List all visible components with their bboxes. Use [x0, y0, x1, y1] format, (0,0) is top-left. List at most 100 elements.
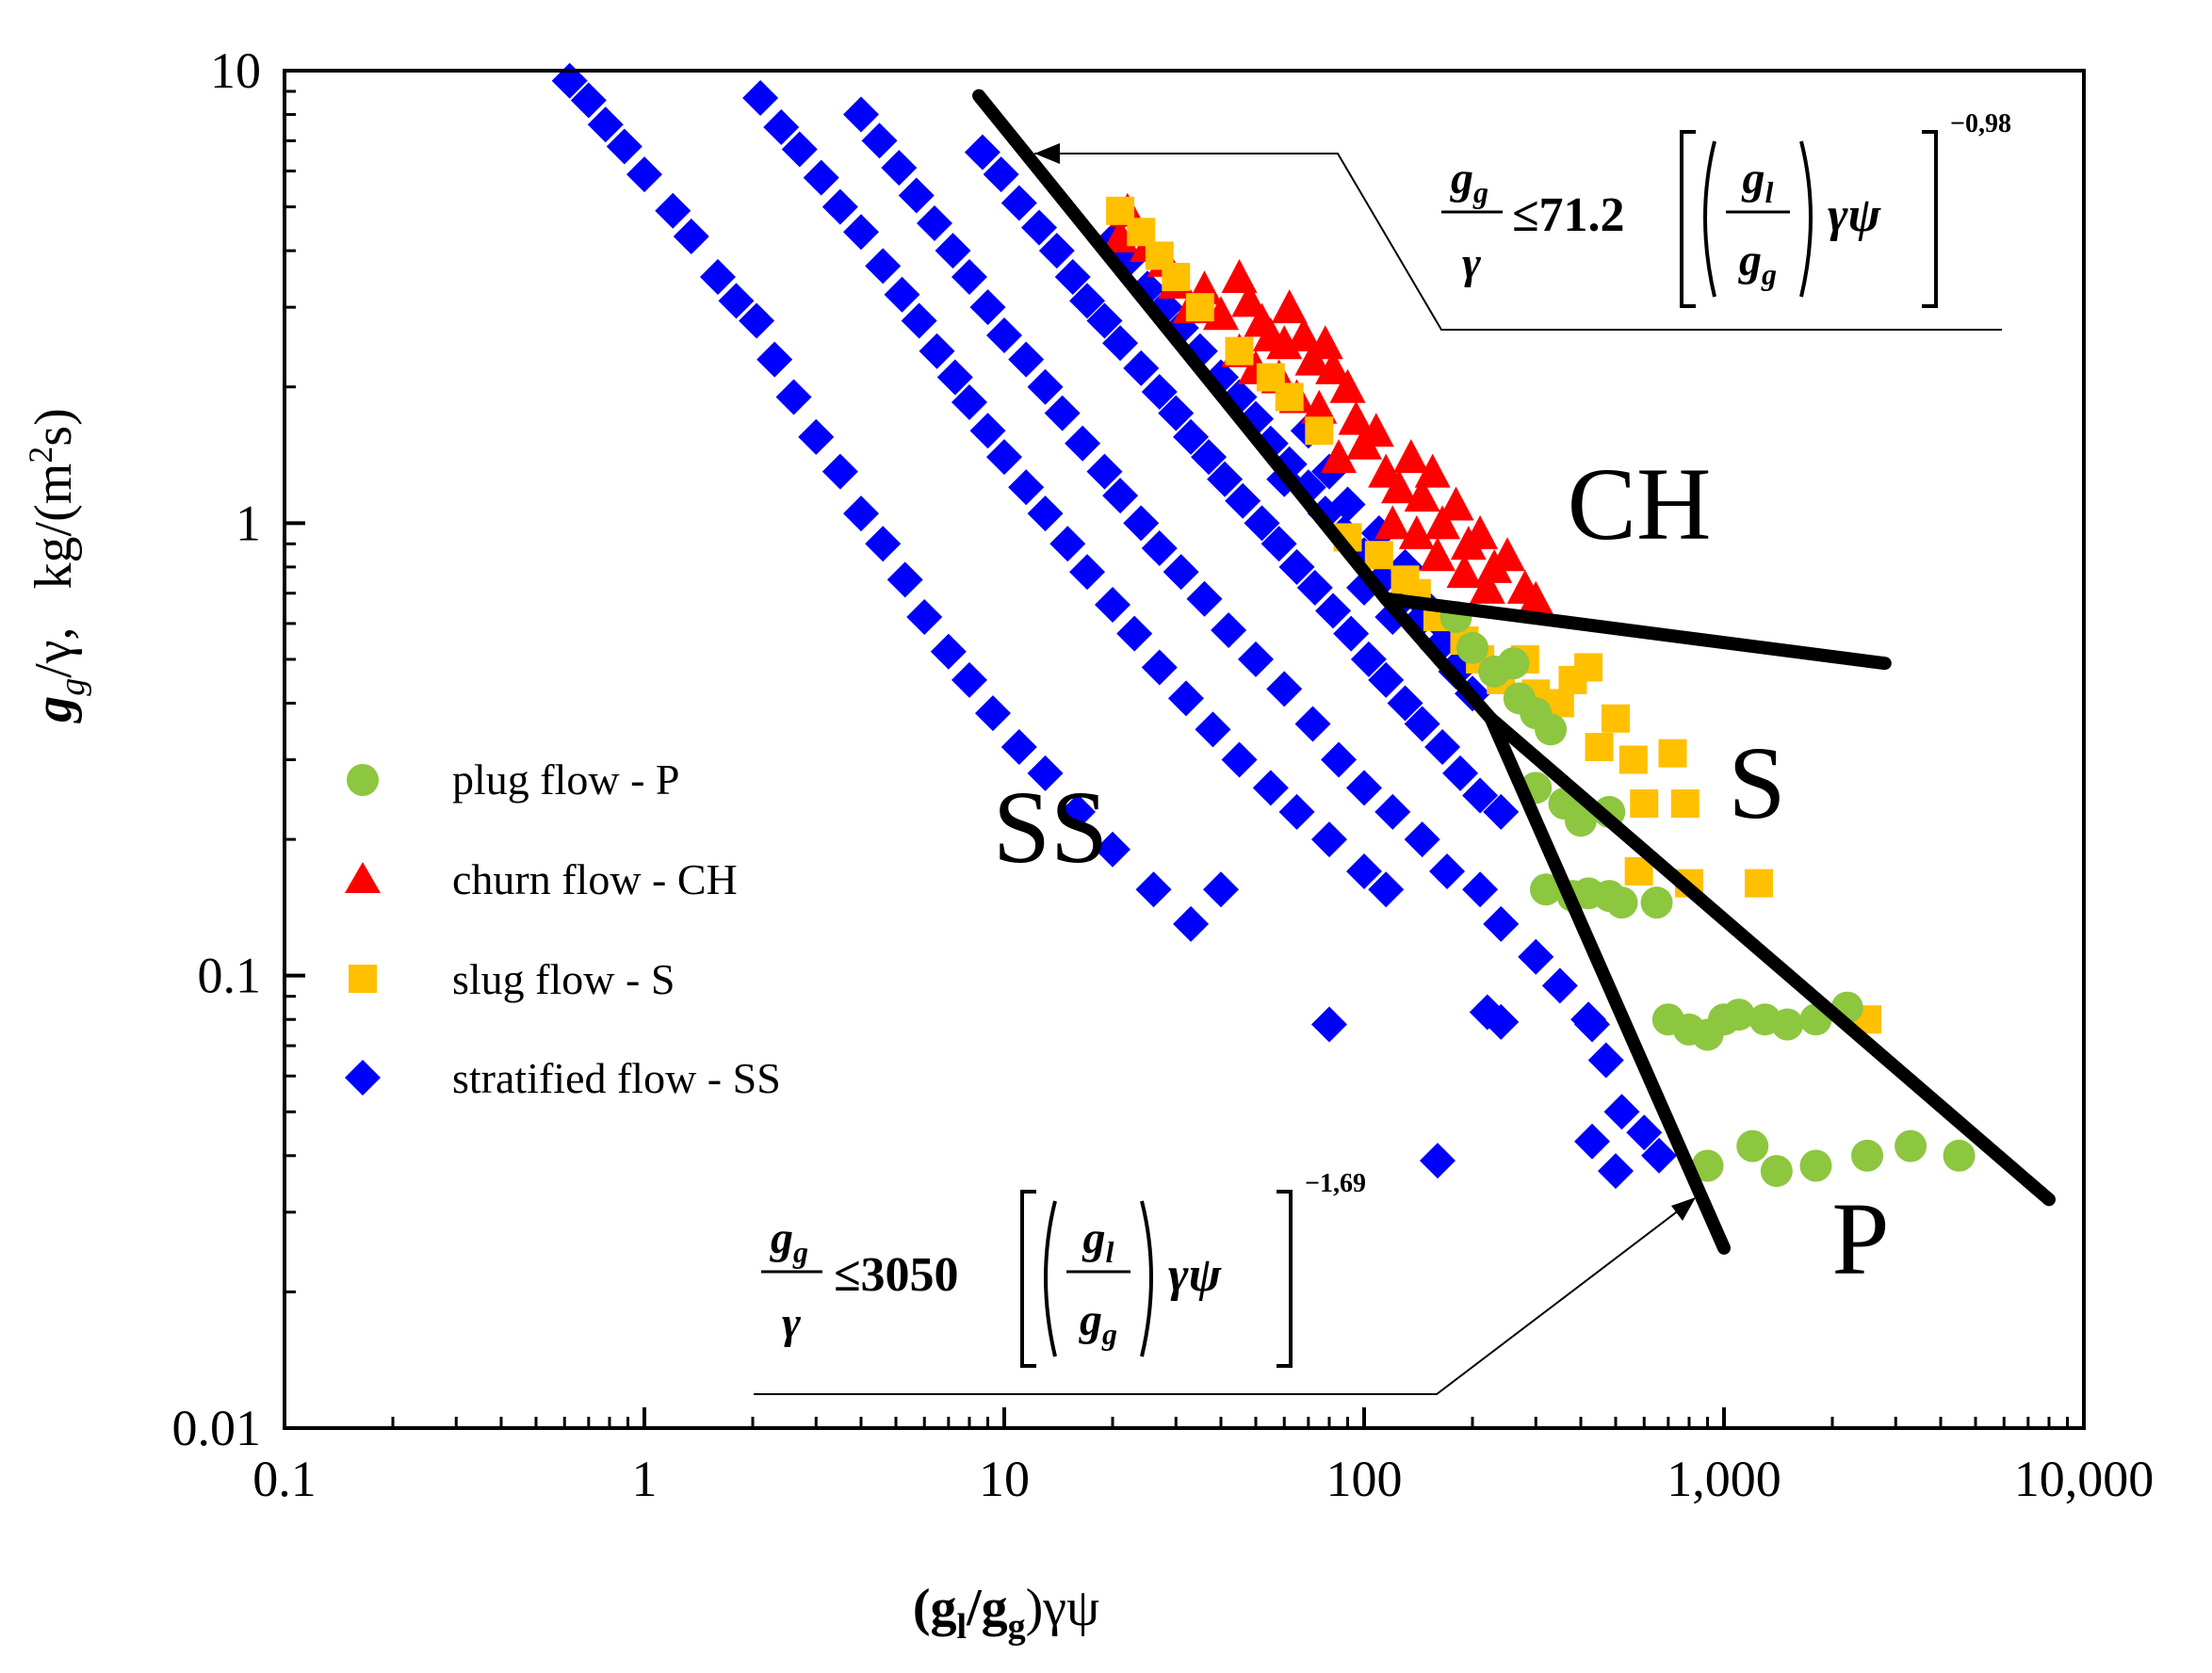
- x-tick-label: 0.1: [252, 1451, 317, 1507]
- point-diamond: [1027, 495, 1064, 532]
- point-diamond: [1069, 283, 1106, 319]
- data-points: [551, 62, 1976, 1190]
- legend-marker-circle: [347, 764, 379, 796]
- svg-text:gg: gg: [770, 1213, 808, 1269]
- x-tick-label: 1,000: [1667, 1451, 1781, 1507]
- point-square: [1574, 653, 1603, 682]
- point-circle: [1799, 1149, 1832, 1182]
- point-triangle: [1518, 580, 1554, 615]
- point-diamond: [1202, 871, 1239, 908]
- point-diamond: [842, 495, 879, 532]
- lower-equation: gg γ ≤3050 gl gg γψ −1,69: [754, 1169, 1696, 1395]
- point-diamond: [865, 526, 902, 562]
- point-diamond: [951, 258, 987, 295]
- point-diamond: [1278, 793, 1315, 830]
- point-diamond: [1021, 209, 1058, 246]
- point-diamond: [1049, 526, 1086, 562]
- y-axis-title: gg/γ,kg/(m2s): [22, 408, 92, 724]
- point-triangle: [1489, 537, 1526, 572]
- x-tick-label: 100: [1326, 1451, 1403, 1507]
- point-diamond: [884, 276, 920, 313]
- point-diamond: [1321, 741, 1358, 778]
- lower-equation-leader-line: [754, 1200, 1692, 1395]
- x-axis-title: (gl/gg)γψ: [913, 1579, 1099, 1647]
- point-diamond: [1191, 439, 1228, 476]
- point-triangle: [1398, 515, 1435, 550]
- point-diamond: [1221, 741, 1258, 778]
- point-diamond: [919, 333, 955, 369]
- legend-label-churn: churn flow - CH: [452, 855, 738, 903]
- point-diamond: [1541, 967, 1578, 1004]
- boundary-line: [1484, 711, 1731, 1255]
- point-diamond: [587, 106, 624, 143]
- point-diamond: [1429, 853, 1466, 889]
- point-diamond: [1368, 661, 1405, 698]
- point-triangle: [1358, 413, 1394, 447]
- point-square: [1305, 416, 1334, 446]
- point-diamond: [1211, 611, 1247, 648]
- point-triangle: [1315, 349, 1352, 384]
- legend-entry-stratified: stratified flow - SS: [345, 1054, 781, 1102]
- point-diamond: [775, 379, 812, 415]
- point-diamond: [969, 413, 1006, 449]
- axes: [283, 69, 2086, 1430]
- legend-marker-diamond: [345, 1060, 381, 1096]
- point-diamond: [1404, 706, 1440, 742]
- point-square: [1275, 382, 1304, 412]
- point-diamond: [1123, 505, 1160, 542]
- point-diamond: [1374, 793, 1411, 830]
- point-circle: [1605, 886, 1638, 919]
- point-diamond: [1102, 478, 1139, 514]
- point-diamond: [1261, 526, 1297, 562]
- point-diamond: [1027, 368, 1064, 405]
- point-diamond: [1573, 1006, 1610, 1043]
- point-diamond: [570, 82, 607, 119]
- svg-text:≤71.2: ≤71.2: [1512, 188, 1625, 242]
- legend-marker-triangle: [345, 862, 381, 893]
- point-diamond: [1462, 871, 1499, 908]
- point-triangle: [1446, 554, 1483, 589]
- point-square: [1127, 218, 1156, 247]
- point-diamond: [781, 131, 818, 168]
- point-diamond: [951, 661, 987, 698]
- point-diamond: [1252, 770, 1289, 806]
- point-diamond: [986, 317, 1022, 354]
- point-diamond: [718, 283, 755, 319]
- svg-text:gg: gg: [1079, 1295, 1117, 1351]
- point-diamond: [842, 96, 879, 133]
- point-diamond: [626, 156, 662, 193]
- point-triangle: [1329, 368, 1366, 403]
- point-triangle: [1424, 505, 1461, 540]
- point-diamond: [1404, 821, 1440, 858]
- legend-marker-square: [349, 965, 377, 993]
- point-triangle: [1381, 469, 1418, 504]
- svg-text:gg: gg: [1738, 236, 1777, 291]
- upper-equation-arrowhead: [1034, 143, 1060, 164]
- point-circle: [1760, 1155, 1793, 1188]
- point-diamond: [1135, 871, 1172, 908]
- point-diamond: [901, 302, 937, 339]
- svg-text:γψ: γψ: [1828, 188, 1882, 242]
- point-diamond: [1158, 395, 1195, 431]
- point-diamond: [821, 188, 858, 225]
- x-tick-label: 10,000: [2014, 1451, 2155, 1507]
- point-diamond: [1000, 729, 1037, 766]
- point-diamond: [951, 384, 987, 421]
- point-circle: [1943, 1139, 1976, 1172]
- point-diamond: [898, 177, 935, 214]
- region-label-s: S: [1728, 725, 1785, 840]
- point-diamond: [842, 214, 879, 251]
- svg-text:gl: gl: [1742, 154, 1774, 209]
- point-diamond: [1094, 831, 1130, 868]
- point-diamond: [1368, 871, 1405, 908]
- point-diamond: [1141, 374, 1178, 411]
- legend-entry-slug: slug flow - S: [349, 955, 675, 1003]
- point-diamond: [606, 128, 642, 165]
- point-diamond: [1000, 185, 1037, 221]
- boundary-lines: [972, 89, 2056, 1255]
- y-tick-label: 1: [236, 495, 261, 551]
- legend: plug flow - P churn flow - CH slug flow …: [345, 755, 781, 1102]
- point-diamond: [699, 258, 736, 295]
- svg-text:−1,69: −1,69: [1305, 1169, 1366, 1198]
- point-triangle: [1321, 439, 1358, 474]
